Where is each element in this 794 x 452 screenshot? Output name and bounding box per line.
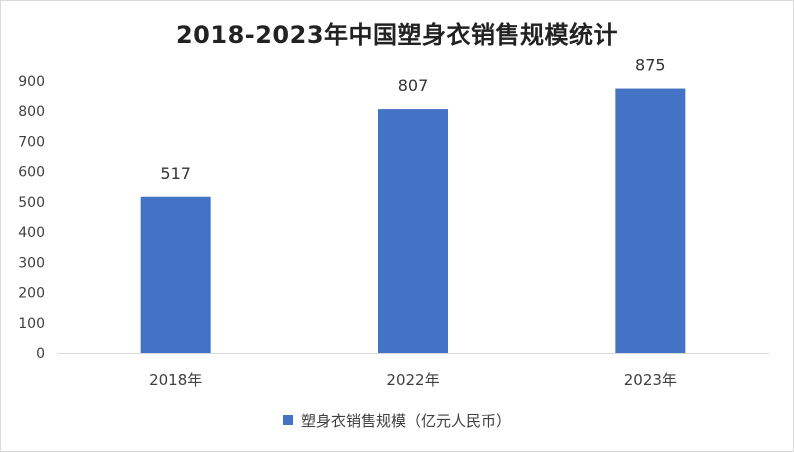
y-tick-label: 900: [18, 74, 45, 90]
data-label: 875: [635, 56, 666, 75]
x-tick-label: 2023年: [624, 371, 677, 389]
chart-title: 2018-2023年中国塑身衣销售规模统计: [175, 21, 619, 49]
bar: [378, 109, 448, 354]
x-tick-label: 2022年: [386, 371, 439, 389]
y-tick-label: 700: [18, 134, 45, 150]
y-tick-label: 800: [18, 104, 45, 120]
x-tick-label: 2018年: [149, 371, 202, 389]
y-tick-label: 100: [18, 316, 45, 332]
legend: 塑身衣销售规模（亿元人民币）: [1, 410, 793, 431]
y-tick-label: 500: [18, 195, 45, 211]
y-tick-label: 600: [18, 165, 45, 181]
bar: [140, 196, 211, 353]
y-tick-label: 300: [18, 255, 45, 271]
legend-swatch: [282, 415, 293, 425]
y-tick-label: 200: [18, 286, 45, 302]
data-label: 807: [398, 76, 429, 95]
bar: [615, 88, 686, 354]
y-tick-label: 0: [36, 346, 45, 362]
y-tick-label: 400: [18, 225, 45, 241]
data-label: 517: [160, 164, 191, 183]
legend-label: 塑身衣销售规模（亿元人民币）: [300, 412, 511, 430]
